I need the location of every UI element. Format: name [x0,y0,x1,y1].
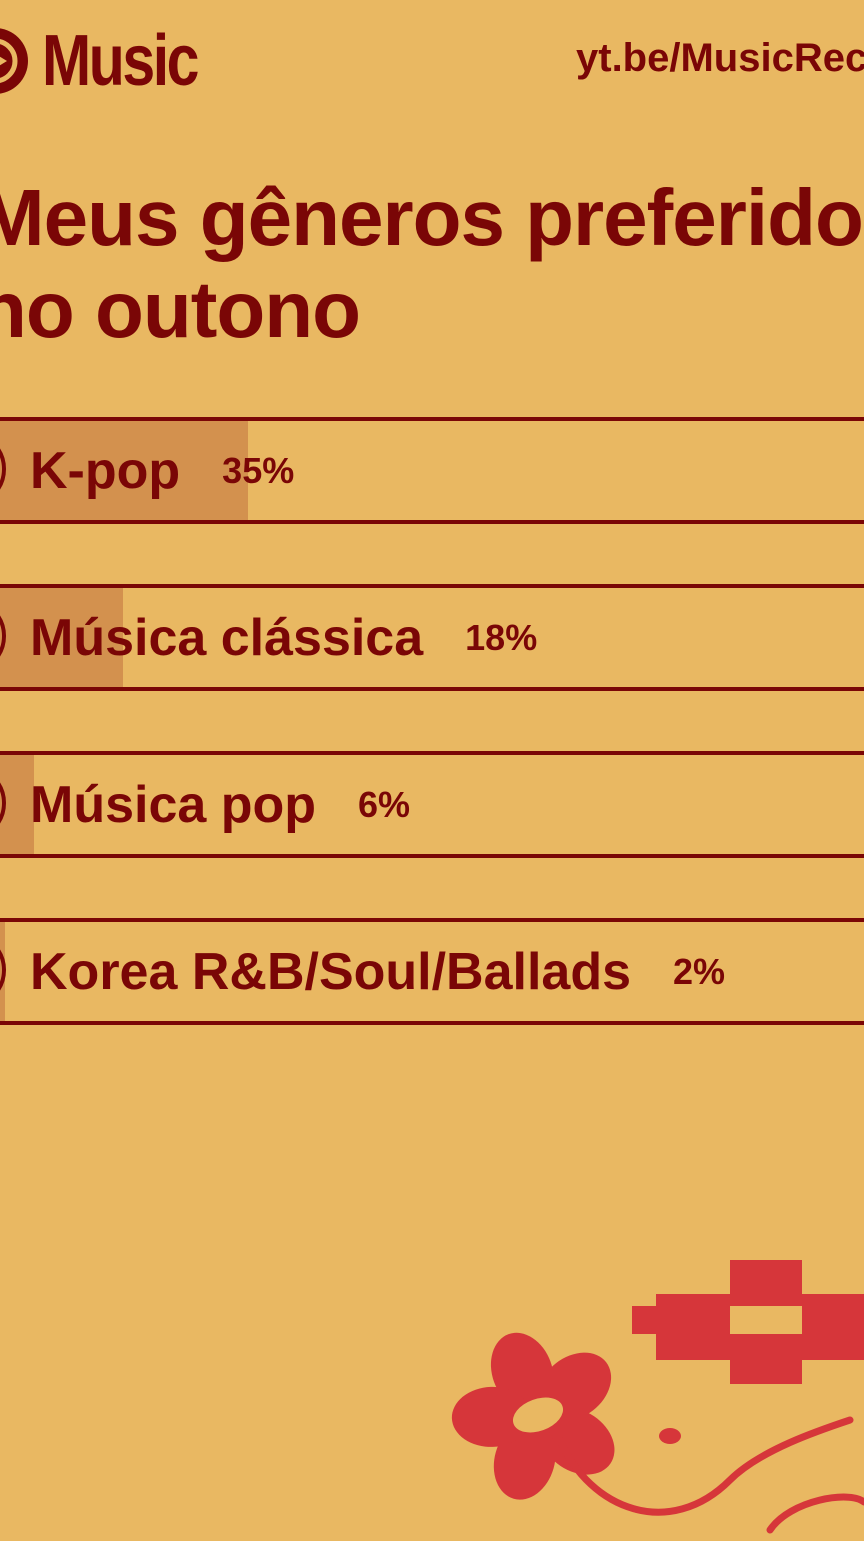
genre-share-fill [0,421,248,520]
genre-row: Música pop 6% [0,751,864,858]
flower-and-pixel-heart-icon [440,1240,864,1541]
music-logo-icon [0,26,30,96]
genre-label: Korea R&B/Soul/Ballads [30,942,632,1001]
logo-wordmark: Music [42,21,199,101]
genre-percent: 18% [465,616,538,658]
title-line-2: no outono [0,265,361,354]
genre-percent: 6% [358,783,411,825]
genre-percent: 2% [673,950,726,992]
page-title: Meus gêneros preferidos no outono [0,172,864,356]
genre-percent: 35% [222,449,295,491]
genre-label: Música clássica [30,608,424,667]
genre-row: Música clássica 18% [0,584,864,691]
title-line-1: Meus gêneros preferidos [0,173,864,262]
share-link[interactable]: yt.be/MusicRecap [576,36,864,80]
music-logo: Music [0,18,231,104]
genre-label: Música pop [30,775,317,834]
genre-share-fill [0,588,123,687]
genre-label: K-pop [30,441,181,500]
genre-row: Korea R&B/Soul/Ballads 2% [0,918,864,1025]
genre-row: K-pop 35% [0,417,864,524]
